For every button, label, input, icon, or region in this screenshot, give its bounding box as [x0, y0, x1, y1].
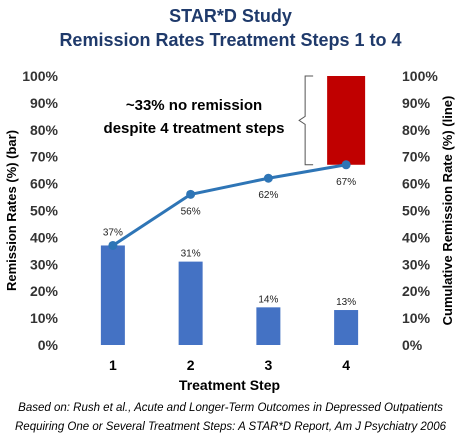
- y-tick-label-right: 10%: [402, 310, 431, 326]
- y-tick-label-left: 10%: [30, 310, 59, 326]
- y-tick-label-right: 30%: [402, 256, 431, 272]
- y-axis-label-right: Cumulative Remission Rate (%) (line): [440, 96, 455, 326]
- y-tick-label-left: 70%: [30, 149, 59, 165]
- remission-bar: [334, 310, 359, 345]
- y-tick-label-right: 100%: [402, 68, 438, 84]
- chart-subtitle: Remission Rates Treatment Steps 1 to 4: [59, 30, 402, 50]
- y-tick-label-right: 0%: [402, 337, 423, 353]
- cumulative-point: [108, 240, 118, 250]
- x-tick-label: 1: [109, 357, 117, 373]
- annotation-line: ~33% no remission: [126, 97, 262, 114]
- y-tick-label-left: 90%: [30, 95, 59, 111]
- x-axis-label: Treatment Step: [179, 377, 280, 393]
- bar-value-label: 14%: [258, 294, 278, 305]
- line-value-label: 56%: [181, 206, 201, 217]
- remission-bar: [256, 307, 281, 345]
- chart-title: STAR*D Study: [169, 6, 292, 26]
- remission-bar: [178, 261, 203, 345]
- x-tick-label: 4: [342, 357, 350, 373]
- annotation-line: despite 4 treatment steps: [104, 120, 285, 137]
- y-axis-label-left: Remission Rates (%) (bar): [4, 130, 19, 291]
- cumulative-line: [112, 163, 347, 247]
- source-caption-line1: Based on: Rush et al., Acute and Longer-…: [18, 402, 443, 414]
- no-remission-bar: [327, 76, 366, 165]
- y-tick-label-left: 0%: [38, 337, 59, 353]
- y-tick-label-right: 80%: [402, 122, 431, 138]
- cumulative-point: [341, 160, 351, 170]
- y-tick-label-right: 20%: [402, 283, 431, 299]
- line-value-label: 62%: [258, 190, 278, 201]
- y-tick-label-left: 60%: [30, 176, 59, 192]
- y-tick-label-right: 60%: [402, 176, 431, 192]
- y-tick-label-left: 20%: [30, 283, 59, 299]
- y-tick-label-right: 90%: [402, 95, 431, 111]
- no-remission-bracket: [298, 75, 314, 166]
- source-caption-line2: Requiring One or Several Treatment Steps…: [15, 421, 446, 433]
- cumulative-point: [186, 189, 196, 199]
- y-tick-label-left: 100%: [22, 68, 58, 84]
- y-tick-label-right: 40%: [402, 229, 431, 245]
- y-tick-label-left: 40%: [30, 229, 59, 245]
- y-tick-label-left: 30%: [30, 256, 59, 272]
- remission-bar: [100, 245, 125, 345]
- y-tick-label-right: 50%: [402, 203, 431, 219]
- bar-value-label: 13%: [336, 297, 356, 308]
- y-tick-label-left: 50%: [30, 203, 59, 219]
- x-tick-label: 3: [264, 357, 272, 373]
- x-tick-label: 2: [187, 357, 195, 373]
- line-value-label: 37%: [103, 227, 123, 238]
- bar-value-label: 31%: [181, 249, 201, 260]
- y-tick-label-right: 70%: [402, 149, 431, 165]
- cumulative-point: [263, 173, 273, 183]
- line-value-label: 67%: [336, 177, 356, 188]
- y-tick-label-left: 80%: [30, 122, 59, 138]
